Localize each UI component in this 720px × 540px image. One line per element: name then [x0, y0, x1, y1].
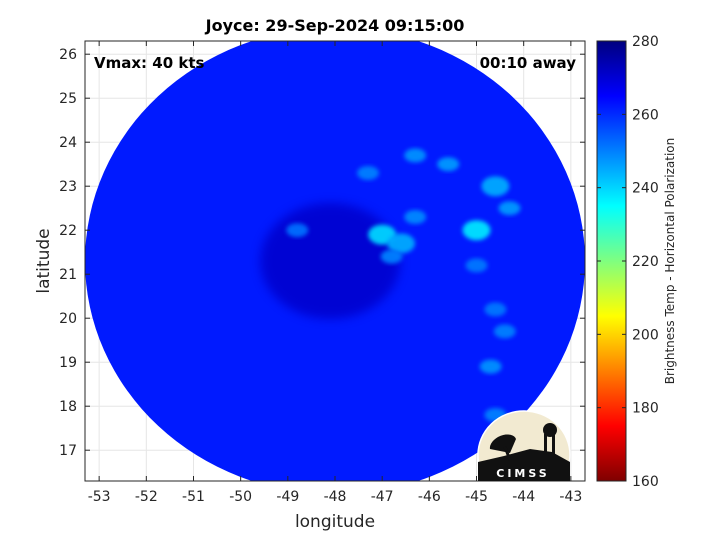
y-tick-label: 18	[59, 399, 77, 415]
convective-feature	[498, 201, 521, 216]
colorbar-ticks: 160 180 200 220 240 260 280	[597, 34, 659, 490]
convective-feature	[462, 220, 491, 241]
y-tick-label: 21	[59, 267, 77, 283]
x-tick-label: -44	[512, 489, 535, 505]
x-tick-label: -46	[418, 489, 441, 505]
colorbar-tick-label: 200	[632, 327, 659, 343]
y-tick-label: 17	[59, 443, 77, 459]
colorbar-tick-label: 280	[632, 34, 659, 50]
y-tick-label: 20	[59, 311, 77, 327]
colorbar-tick-label: 220	[632, 254, 659, 270]
y-axis-ticks: 17 18 19 20 21 22 23 24 25 26	[59, 47, 585, 459]
x-tick-label: -49	[276, 489, 299, 505]
colorbar-tick-label: 260	[632, 107, 659, 123]
x-tick-label: -52	[135, 489, 158, 505]
time-away-annotation: 00:10 away	[480, 54, 577, 72]
colorbar-gradient	[596, 40, 627, 482]
convective-feature	[404, 148, 427, 163]
y-tick-label: 19	[59, 355, 77, 371]
x-tick-label: -43	[559, 489, 582, 505]
convective-feature	[387, 233, 416, 254]
storm-center	[260, 203, 401, 319]
vmax-annotation: Vmax: 40 kts	[94, 54, 204, 72]
colorbar-label: Brightness Temp - Horizontal Polarizatio…	[663, 138, 677, 385]
x-tick-label: -51	[182, 489, 205, 505]
convective-feature	[465, 258, 488, 273]
chart-title: Joyce: 29-Sep-2024 09:15:00	[205, 16, 465, 35]
convective-feature	[437, 157, 460, 172]
convective-feature	[380, 249, 403, 264]
x-tick-label: -45	[465, 489, 488, 505]
x-tick-label: -50	[229, 489, 252, 505]
colorbar-tick-label: 180	[632, 401, 659, 417]
convective-feature	[286, 223, 309, 238]
colorbar-tick-label: 240	[632, 181, 659, 197]
colorbar: 160 180 200 220 240 260 280 Brightness Temp - …	[596, 34, 677, 490]
x-axis-label: longitude	[295, 512, 375, 532]
y-tick-label: 24	[59, 135, 77, 151]
x-tick-label: -53	[88, 489, 111, 505]
x-tick-label: -47	[371, 489, 394, 505]
y-tick-label: 26	[59, 47, 77, 63]
brightness-temperature-field	[85, 41, 585, 481]
convective-feature	[479, 359, 502, 374]
logo-text: CIMSS	[496, 467, 549, 480]
convective-feature	[484, 302, 507, 317]
colorbar-tick-label: 160	[632, 474, 659, 490]
convective-feature	[404, 210, 427, 224]
cimss-logo: CIMSS	[477, 410, 571, 481]
convective-feature	[493, 324, 516, 339]
x-tick-label: -48	[324, 489, 347, 505]
convective-feature	[481, 176, 510, 197]
y-tick-label: 22	[59, 223, 77, 239]
x-axis-ticks: -53 -52 -51 -50 -49 -48 -47 -46 -45 -44 -43	[88, 41, 582, 505]
y-tick-label: 25	[59, 91, 77, 107]
y-axis-label: latitude	[34, 228, 54, 293]
convective-feature	[357, 166, 380, 180]
y-tick-label: 23	[59, 179, 77, 195]
